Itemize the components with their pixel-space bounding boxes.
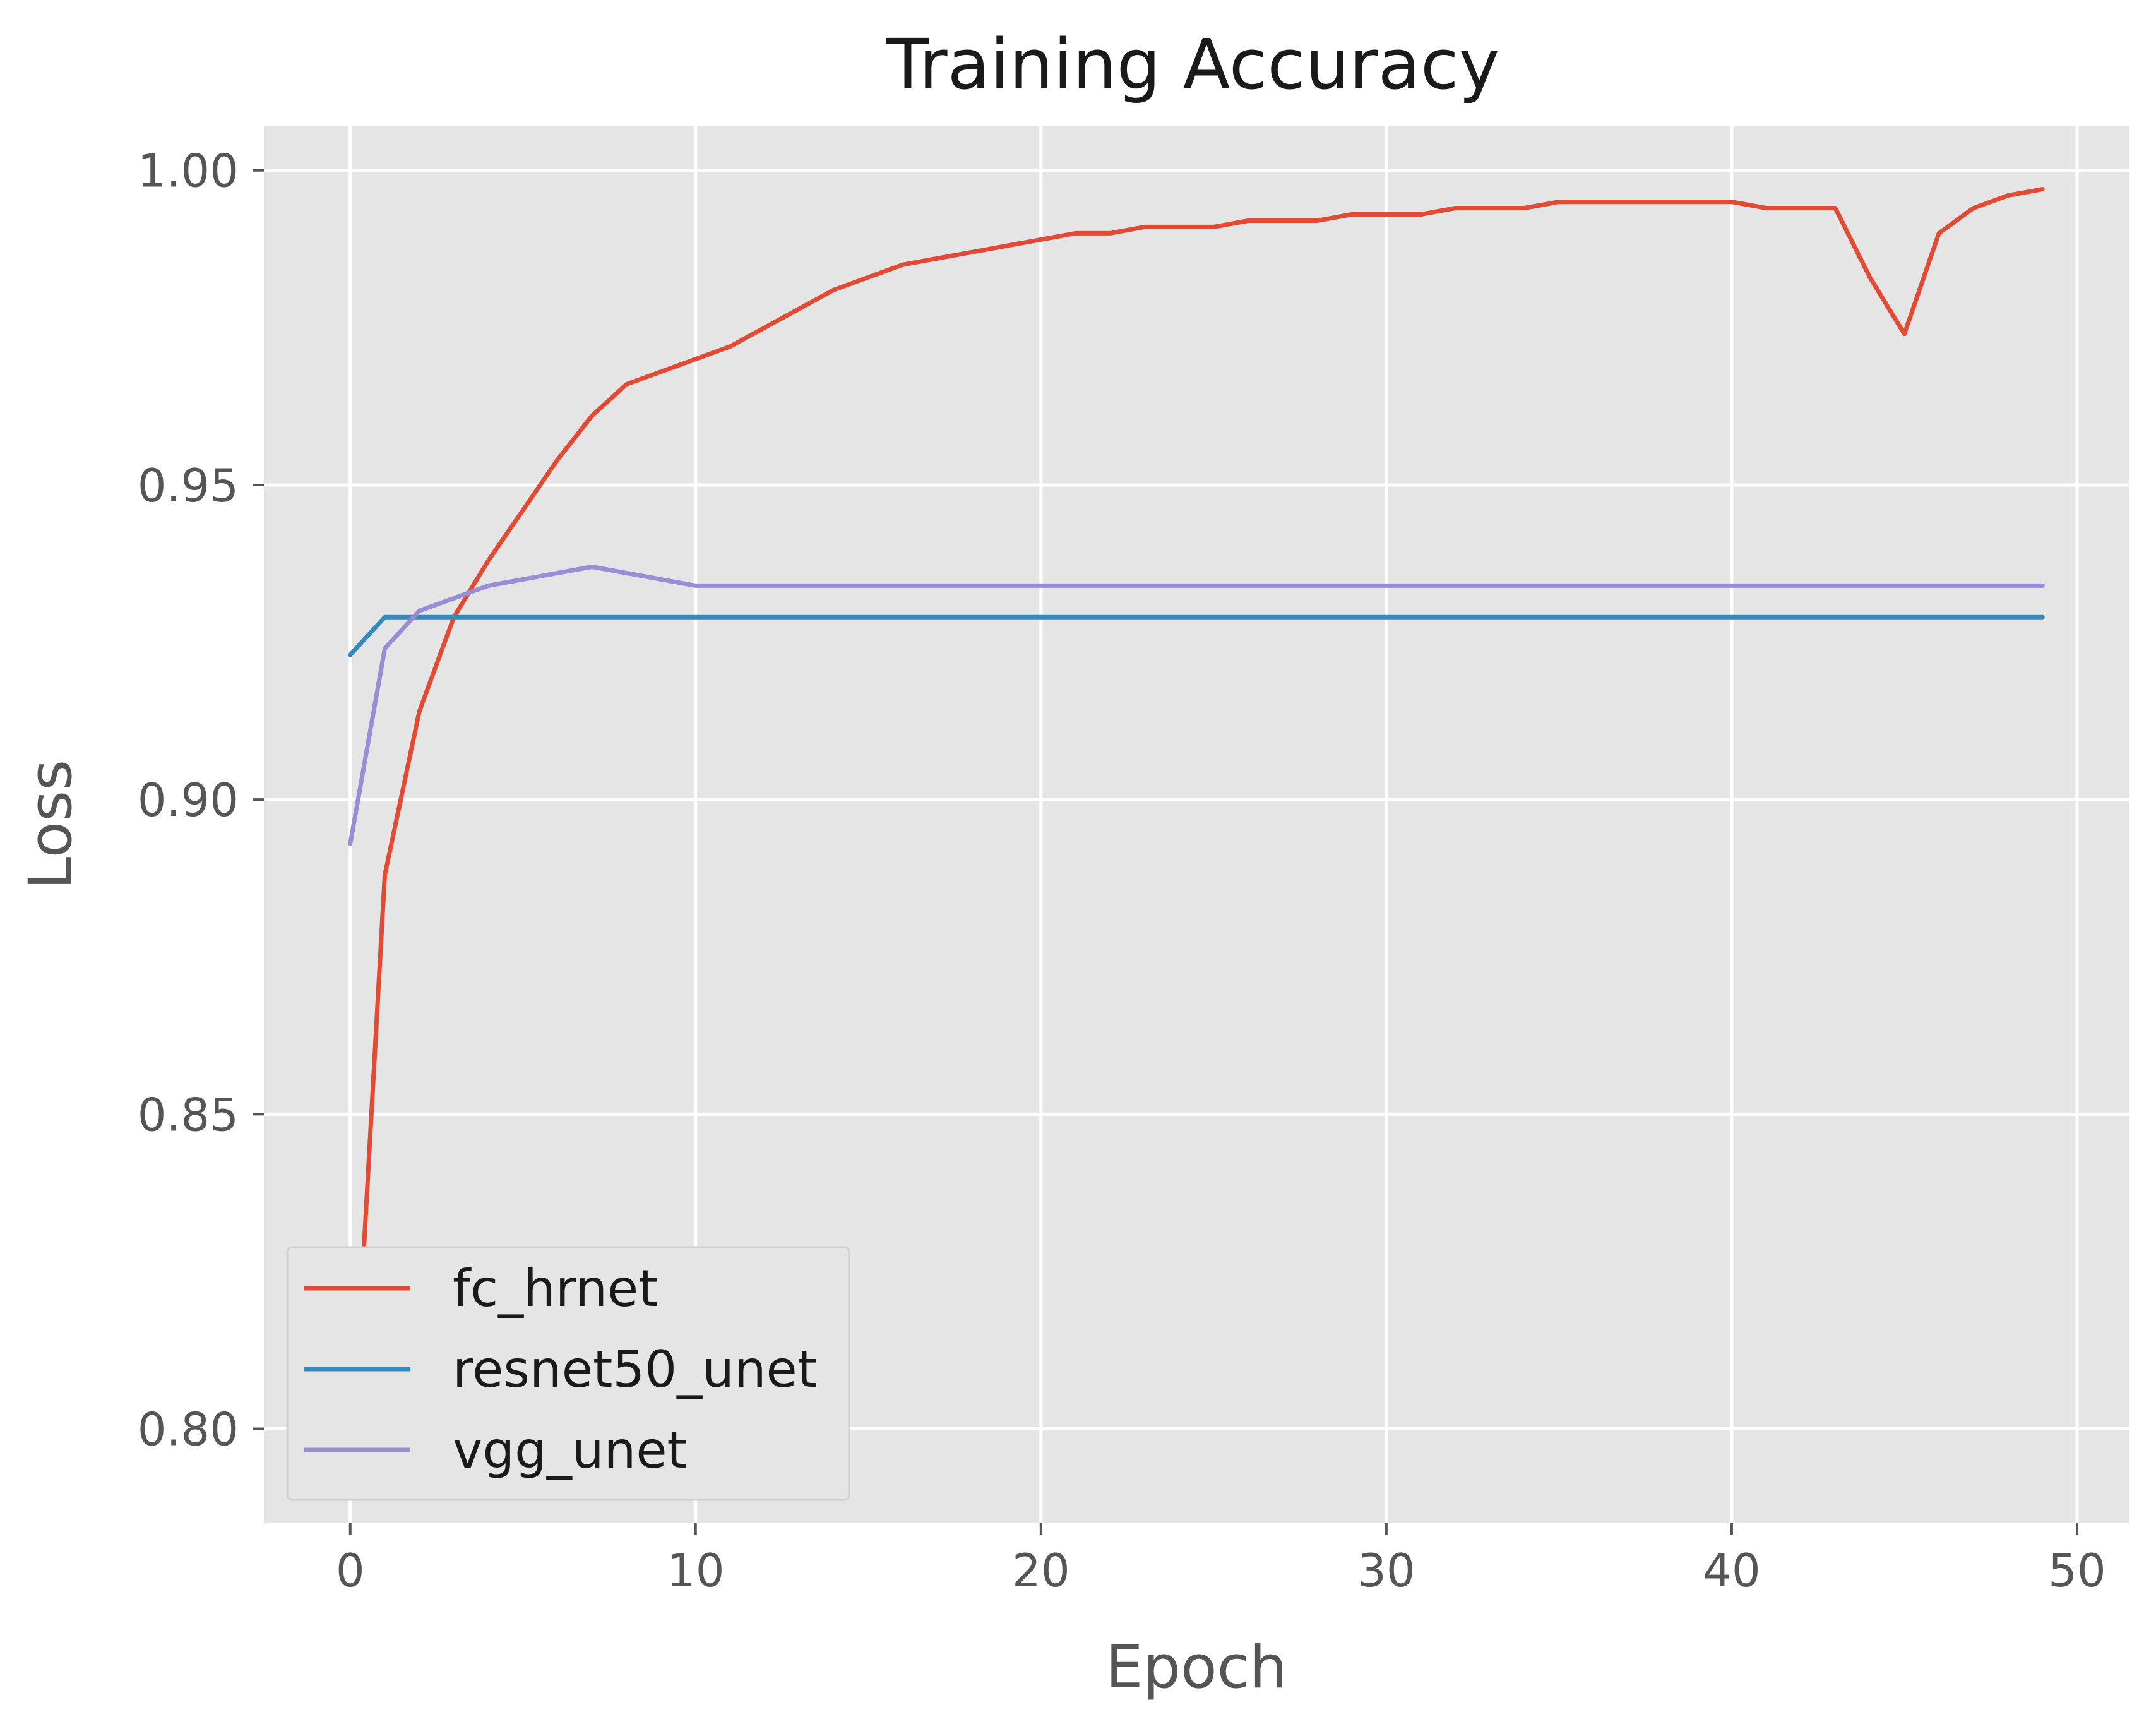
y-tick-label: 0.90 bbox=[138, 774, 239, 827]
x-tick-label: 40 bbox=[1703, 1544, 1761, 1597]
axis-ticks: 0 10 20 30 40 50 0.80 0.85 0.90 0.95 1.00 bbox=[138, 145, 2106, 1597]
x-tick-label: 10 bbox=[667, 1544, 725, 1597]
y-tick-label: 0.95 bbox=[138, 459, 239, 512]
legend: fc_hrnet resnet50_unet vgg_unet bbox=[286, 1246, 850, 1501]
legend-label-vgg-unet: vgg_unet bbox=[453, 1421, 687, 1480]
x-axis-label: Epoch bbox=[1105, 1633, 1287, 1702]
legend-label-resnet50-unet: resnet50_unet bbox=[453, 1340, 817, 1399]
series-line-fc-hrnet bbox=[348, 187, 2045, 1494]
y-tick-label: 1.00 bbox=[138, 145, 239, 198]
x-tick-label: 30 bbox=[1357, 1544, 1415, 1597]
series-lines bbox=[348, 187, 2045, 1494]
legend-box bbox=[286, 1246, 850, 1501]
y-tick-label: 0.85 bbox=[138, 1088, 239, 1141]
series-line-resnet50-unet bbox=[348, 614, 2045, 657]
x-tick-label: 50 bbox=[2048, 1544, 2106, 1597]
chart-title: Training Accuracy bbox=[886, 24, 1499, 105]
grid-lines bbox=[264, 126, 2129, 1523]
y-axis-label: Loss bbox=[16, 760, 85, 890]
series-line-vgg-unet bbox=[348, 565, 2045, 846]
legend-label-fc-hrnet: fc_hrnet bbox=[453, 1259, 658, 1318]
y-tick-label: 0.80 bbox=[138, 1403, 239, 1456]
x-tick-label: 20 bbox=[1012, 1544, 1070, 1597]
x-tick-label: 0 bbox=[336, 1544, 365, 1597]
